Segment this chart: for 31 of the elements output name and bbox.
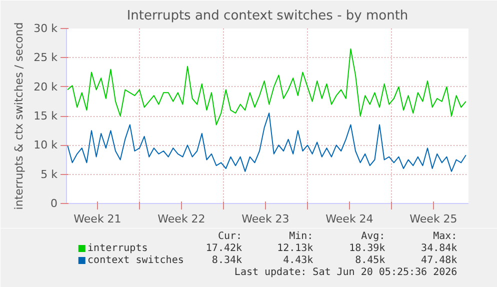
line-series <box>67 112 466 172</box>
text: 4.43k <box>283 255 314 266</box>
legend-label: context switches <box>88 255 184 266</box>
text: 8.34k <box>212 255 242 266</box>
text: 18.39k <box>349 243 386 254</box>
x-tick-label: Week 21 <box>74 212 122 226</box>
legend-label: interrupts <box>88 243 148 254</box>
chart-title: Interrupts and context switches - by month <box>126 8 408 24</box>
y-tick-label: 20 k <box>34 80 58 94</box>
x-tick-label: Week 25 <box>410 212 458 226</box>
text: 17.42k <box>206 243 242 254</box>
text: Min: <box>289 231 314 242</box>
text: Last update: Sat Jun 20 05:25:36 2026 <box>234 267 458 278</box>
y-tick-label: 25 k <box>34 51 58 64</box>
y-axis-title: interrupts & ctx switches / second <box>12 22 26 210</box>
y-tick-label: 30 k <box>34 22 58 35</box>
text: Avg: <box>361 231 386 242</box>
x-tick-label: Week 23 <box>242 212 290 226</box>
text: Max: <box>433 231 458 242</box>
y-tick-label: 10 k <box>34 138 58 152</box>
text: Cur: <box>218 231 242 242</box>
y-tick-label: 5 k <box>40 168 58 181</box>
text: 8.45k <box>355 255 386 266</box>
line-series <box>67 48 466 126</box>
text: 12.13k <box>277 243 314 254</box>
text: 47.48k <box>421 255 458 266</box>
x-tick-label: Week 22 <box>158 212 206 226</box>
x-tick-label: Week 24 <box>326 212 374 226</box>
y-tick-label: 0 <box>50 197 58 210</box>
y-tick-label: 15 k <box>34 110 58 122</box>
text: 34.84k <box>421 243 458 254</box>
